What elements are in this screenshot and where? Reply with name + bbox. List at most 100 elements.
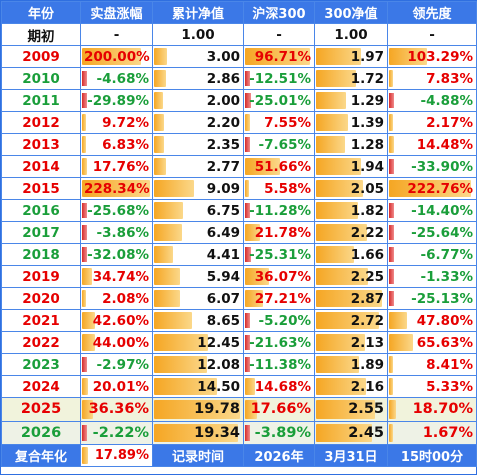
row-hs300-nav-bar (316, 180, 363, 197)
row-lead: -33.90% (387, 155, 477, 178)
row-hs300: 51.66% (243, 155, 315, 178)
table-row: 2009 200.00% 3.00 96.71% 1.97 103.29% (1, 45, 477, 68)
header-year: 年份 (1, 1, 81, 24)
row-year: 2022 (1, 331, 81, 354)
row-lead-bar (389, 423, 393, 442)
row-gain-bar (82, 424, 87, 441)
row-hs300-nav: 2.16 (314, 375, 388, 398)
row-hs300-nav: 2.13 (314, 331, 388, 354)
row-hs300-nav-bar (316, 224, 367, 241)
table-row: 2026 -2.22% 19.34 -3.89% 2.45 1.67% (1, 420, 477, 445)
row-lead: -1.33% (387, 265, 477, 288)
row-hs300: 17.66% (243, 397, 315, 422)
row-year: 2017 (1, 221, 81, 244)
row-hs300-nav: 2.55 (314, 397, 388, 422)
row-gain-bar (82, 93, 87, 108)
row-gain: -29.89% (80, 89, 153, 112)
row-gain: 2.08% (80, 287, 153, 310)
row-nav: 2.35 (152, 133, 244, 156)
row-lead: 8.41% (387, 353, 477, 376)
row-nav-bar (154, 92, 163, 109)
row-nav-bar (154, 202, 183, 219)
row-hs300: -12.51% (243, 67, 315, 90)
row-lead-bar (389, 312, 407, 329)
row-nav: 5.94 (152, 265, 244, 288)
row-year: 2016 (1, 199, 81, 222)
row-nav-bar (154, 224, 182, 241)
row-hs300-nav: 2.05 (314, 177, 388, 200)
table-row: 2016 -25.68% 6.75 -11.28% 1.82 -14.40% (1, 199, 477, 222)
row-hs300-bar (245, 93, 251, 108)
row-hs300-nav: 1.94 (314, 155, 388, 178)
row-lead-bar (389, 400, 396, 419)
row-gain: 228.34% (80, 177, 153, 200)
row-hs300-bar (245, 290, 263, 307)
row-nav: 14.50 (152, 375, 244, 398)
row-hs300: 7.55% (243, 111, 315, 134)
row-gain-bar (82, 312, 95, 329)
row-lead: 2.17% (387, 111, 477, 134)
row-lead: 18.70% (387, 397, 477, 422)
row-gain-bar (82, 203, 87, 218)
row-hs300-bar (245, 137, 250, 152)
row-gain-bar (82, 180, 150, 197)
row-nav: 3.00 (152, 45, 244, 68)
row-lead: -14.40% (387, 199, 477, 222)
row-nav: 12.08 (152, 353, 244, 376)
row-hs300: -25.31% (243, 243, 315, 266)
row-nav-bar (154, 378, 217, 395)
row-hs300-nav: 1.39 (314, 111, 388, 134)
row-hs300-nav: 1.97 (314, 45, 388, 68)
header-hs300-nav: 300净值 (314, 1, 388, 24)
row-nav: 6.75 (152, 199, 244, 222)
row-nav: 2.77 (152, 155, 244, 178)
row-hs300-nav-bar (316, 246, 354, 263)
row-nav: 19.78 (152, 397, 244, 422)
row-lead: 7.83% (387, 67, 477, 90)
row-year: 2024 (1, 375, 81, 398)
row-year: 2009 (1, 45, 81, 68)
row-hs300: 14.68% (243, 375, 315, 398)
row-year: 2018 (1, 243, 81, 266)
row-hs300-nav-bar (316, 70, 356, 87)
table-row: 2014 17.76% 2.77 51.66% 1.94 -33.90% (1, 155, 477, 178)
row-hs300-nav: 1.72 (314, 67, 388, 90)
initial-hs300-nav: 1.00 (314, 23, 388, 46)
header-lead: 领先度 (387, 1, 477, 24)
row-hs300: 5.58% (243, 177, 315, 200)
row-hs300: 96.71% (243, 45, 315, 68)
row-year: 2021 (1, 309, 81, 332)
row-hs300-nav-bar (316, 158, 361, 175)
row-year: 2023 (1, 353, 81, 376)
row-hs300: 36.07% (243, 265, 315, 288)
row-year: 2013 (1, 133, 81, 156)
table-row: 2018 -32.08% 4.41 -25.31% 1.66 -6.77% (1, 243, 477, 266)
row-gain-bar (82, 357, 87, 372)
row-hs300-nav-bar (316, 312, 379, 329)
row-lead: 65.63% (387, 331, 477, 354)
row-hs300: -3.89% (243, 420, 315, 445)
row-hs300-bar (245, 203, 250, 218)
row-lead: -25.13% (387, 287, 477, 310)
footer-time: 15时00分 (387, 444, 477, 467)
table-row: 2020 2.08% 6.07 27.21% 2.87 -25.13% (1, 287, 477, 310)
row-hs300-nav-bar (316, 136, 345, 153)
row-hs300-nav: 1.82 (314, 199, 388, 222)
row-nav: 2.00 (152, 89, 244, 112)
table-row: 2022 44.00% 12.45 -21.63% 2.13 65.63% (1, 331, 477, 354)
header-nav: 累计净值 (152, 1, 244, 24)
row-hs300-nav: 2.72 (314, 309, 388, 332)
row-nav-bar (154, 334, 208, 351)
row-year: 2012 (1, 111, 81, 134)
row-hs300-nav-bar (316, 290, 382, 307)
footer-cagr-value: 17.89% (80, 444, 153, 467)
row-lead: 1.67% (387, 420, 477, 445)
row-lead-bar (389, 93, 394, 108)
row-hs300-bar (245, 335, 250, 350)
row-year: 2010 (1, 67, 81, 90)
row-lead-bar (389, 269, 394, 284)
row-lead-bar (389, 159, 394, 174)
row-hs300-nav-bar (316, 423, 372, 442)
row-nav: 2.86 (152, 67, 244, 90)
